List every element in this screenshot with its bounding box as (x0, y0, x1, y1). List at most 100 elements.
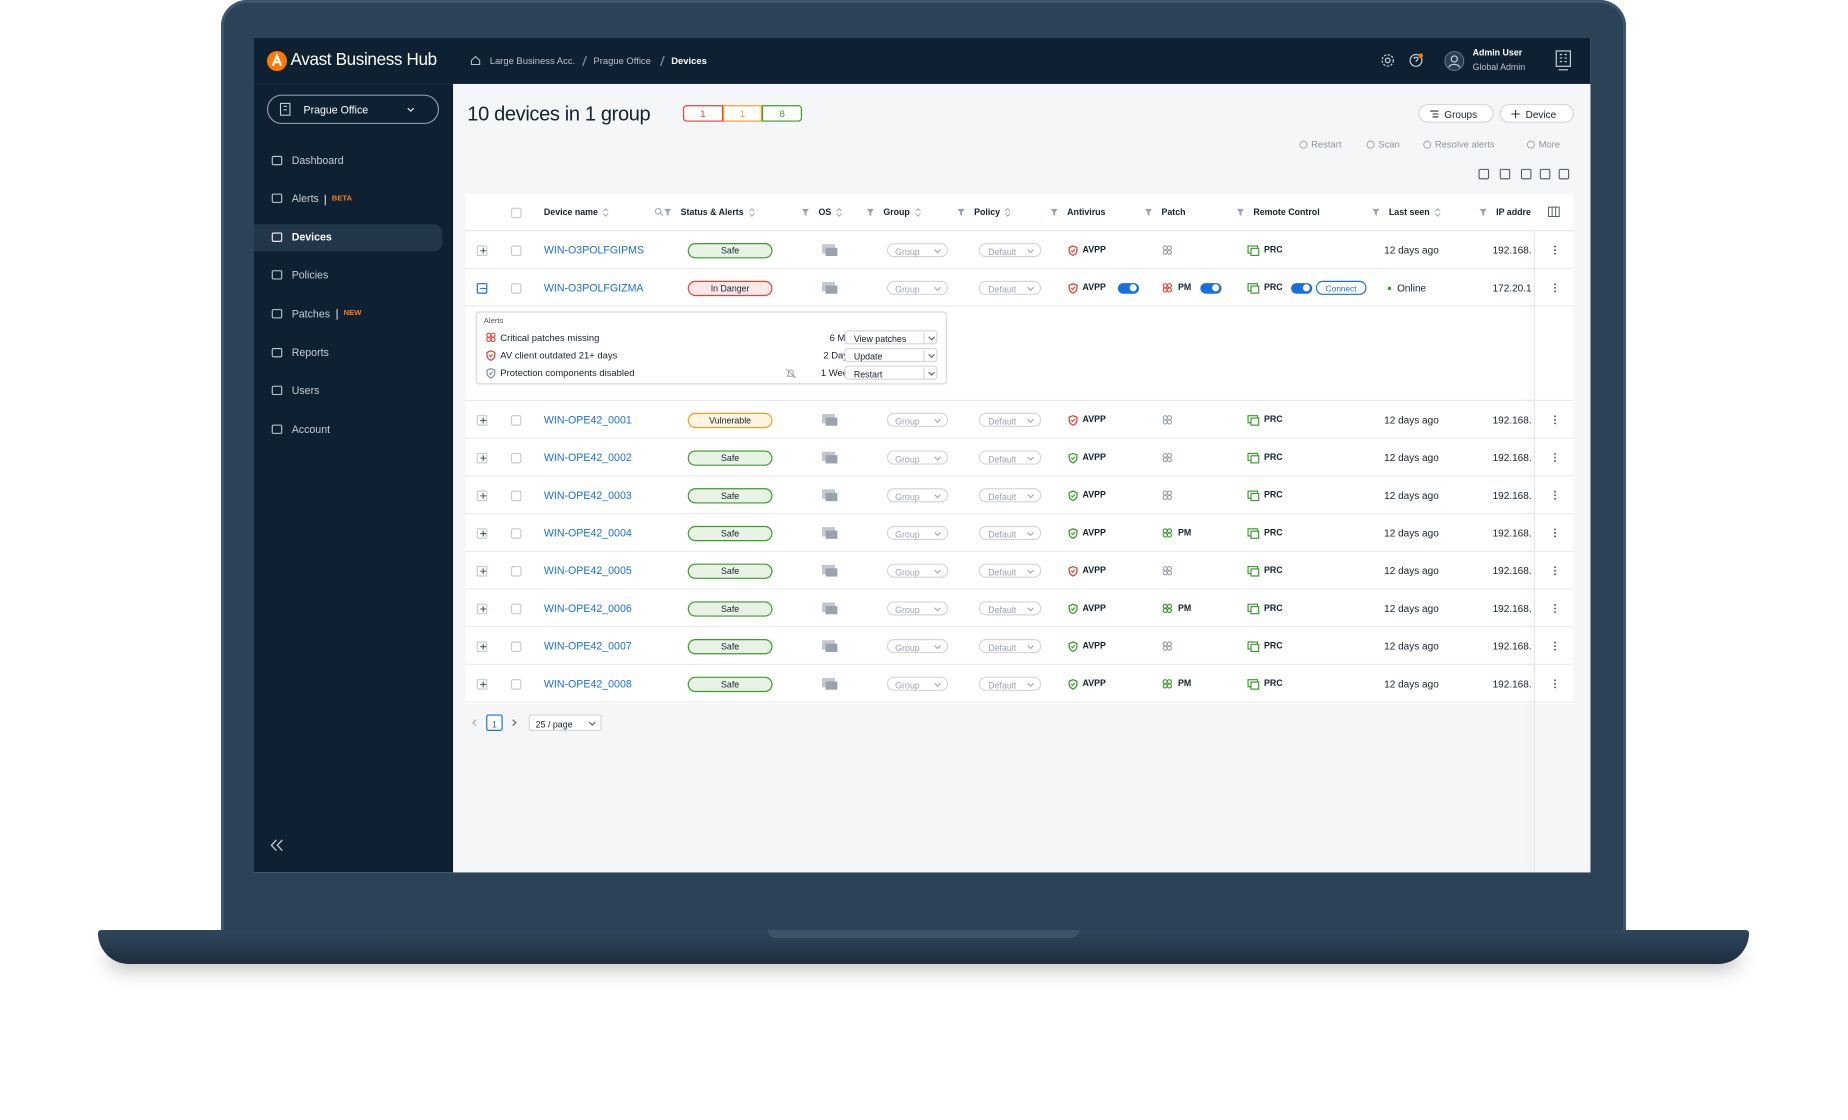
toggle[interactable] (1291, 282, 1313, 294)
policy-select[interactable]: Default (978, 280, 1042, 295)
help-icon[interactable] (1409, 53, 1424, 67)
alert-action[interactable]: Update (844, 347, 938, 363)
select-all-checkbox[interactable] (510, 207, 522, 219)
filter-icon[interactable] (1050, 208, 1058, 216)
row-checkbox[interactable] (510, 244, 522, 256)
policy-select[interactable]: Default (978, 601, 1042, 616)
row-checkbox[interactable] (510, 603, 522, 614)
row-menu[interactable] (1554, 415, 1557, 425)
row-checkbox[interactable] (510, 527, 522, 539)
device-name[interactable]: WIN-O3POLFGIPMS (543, 243, 645, 256)
row-menu[interactable] (1554, 490, 1557, 500)
column-header[interactable]: IP addre (1496, 207, 1531, 217)
connect-button[interactable]: Connect (1315, 280, 1367, 295)
device-name[interactable]: WIN-OPE42_0005 (543, 564, 632, 576)
status-count[interactable]: 1 (682, 105, 723, 122)
expand-toggle[interactable] (476, 678, 488, 690)
action-button[interactable]: Resolve alerts (1434, 139, 1495, 150)
row-menu[interactable] (1554, 641, 1557, 651)
filter-icon[interactable] (1144, 208, 1153, 216)
policy-select[interactable]: Default (978, 676, 1042, 691)
action-button[interactable]: Restart (1311, 139, 1342, 150)
nav-item[interactable]: Alerts (291, 192, 319, 205)
settings-icon[interactable] (1381, 53, 1395, 67)
row-checkbox[interactable] (510, 565, 522, 576)
column-header[interactable]: Remote Control (1253, 206, 1320, 218)
column-header[interactable]: Antivirus (1067, 206, 1106, 218)
group-select[interactable]: Group (886, 525, 949, 541)
column-header[interactable]: Policy (974, 206, 1001, 218)
row-menu[interactable] (1554, 453, 1557, 463)
column-header[interactable]: Group (883, 206, 910, 218)
column-header[interactable]: Last seen (1388, 206, 1430, 218)
row-checkbox[interactable] (510, 678, 522, 690)
nav-item[interactable]: Users (291, 384, 320, 397)
nav-item[interactable]: Patches (291, 307, 331, 320)
breadcrumb[interactable]: Large Business Acc. (489, 55, 576, 67)
column-header[interactable]: OS (818, 206, 832, 218)
row-checkbox[interactable] (510, 414, 522, 426)
group-select[interactable]: Group (886, 280, 949, 295)
policy-select[interactable]: Default (978, 488, 1042, 503)
filter-icon[interactable] (664, 208, 672, 216)
row-menu[interactable] (1554, 283, 1557, 293)
filter-icon[interactable] (1236, 208, 1244, 216)
prev-page[interactable] (472, 719, 477, 727)
group-select[interactable]: Group (886, 676, 949, 691)
device-name[interactable]: WIN-OPE42_0007 (543, 639, 632, 652)
filter-icon[interactable] (866, 208, 874, 216)
policy-select[interactable]: Default (978, 563, 1042, 578)
action-button[interactable]: Scan (1378, 139, 1400, 150)
toolbar-button[interactable]: Device (1499, 103, 1574, 123)
expand-toggle[interactable] (476, 489, 488, 501)
policy-select[interactable]: Default (978, 639, 1042, 654)
page-button[interactable]: 1 (486, 714, 503, 731)
column-settings[interactable] (1548, 206, 1560, 218)
group-select[interactable]: Group (886, 412, 949, 427)
group-select[interactable]: Group (886, 488, 949, 503)
policy-select[interactable]: Default (978, 450, 1042, 465)
expand-toggle[interactable] (476, 603, 488, 614)
policy-select[interactable]: Default (978, 243, 1042, 258)
row-checkbox[interactable] (510, 489, 522, 501)
alert-action[interactable]: Restart (844, 365, 938, 380)
organization-icon[interactable] (1555, 50, 1571, 72)
expand-toggle[interactable] (476, 527, 488, 539)
alert-action[interactable]: View patches (844, 330, 938, 345)
device-name[interactable]: WIN-OPE42_0001 (543, 413, 632, 426)
avatar[interactable] (1444, 51, 1465, 71)
expand-toggle[interactable] (476, 565, 488, 576)
column-header[interactable]: Patch (1161, 206, 1186, 218)
row-menu[interactable] (1554, 528, 1557, 538)
next-page[interactable] (512, 719, 517, 727)
page-size-select[interactable]: 25 / page (528, 714, 602, 731)
toolbar-button[interactable]: Groups (1418, 103, 1494, 123)
row-checkbox[interactable] (510, 282, 522, 294)
nav-item[interactable]: Policies (291, 269, 329, 282)
action-button[interactable]: More (1538, 139, 1561, 150)
nav-item[interactable]: Reports (291, 346, 329, 358)
expand-toggle[interactable] (476, 282, 488, 294)
group-select[interactable]: Group (886, 601, 949, 616)
expand-toggle[interactable] (476, 640, 488, 652)
status-count[interactable]: 8 (762, 105, 803, 122)
view-tool-icon[interactable] (1558, 168, 1570, 180)
breadcrumb[interactable]: Prague Office (593, 55, 651, 67)
column-header[interactable]: Device name (543, 206, 598, 218)
device-name[interactable]: WIN-OPE42_0002 (543, 451, 632, 463)
device-name[interactable]: WIN-OPE42_0004 (543, 526, 632, 539)
nav-item[interactable]: Devices (291, 230, 332, 243)
row-menu[interactable] (1554, 679, 1557, 689)
status-count[interactable]: 1 (722, 105, 763, 122)
device-name[interactable]: WIN-OPE42_0003 (543, 488, 632, 501)
filter-icon[interactable] (957, 208, 965, 216)
row-checkbox[interactable] (510, 452, 522, 463)
device-name[interactable]: WIN-OPE42_0006 (543, 601, 632, 614)
nav-item[interactable]: Account (291, 423, 331, 435)
policy-select[interactable]: Default (978, 525, 1042, 541)
row-checkbox[interactable] (510, 640, 522, 652)
site-selector[interactable]: Prague Office (266, 94, 440, 125)
view-tool-icon[interactable] (1539, 168, 1551, 180)
policy-select[interactable]: Default (978, 412, 1042, 427)
device-name[interactable]: WIN-O3POLFGIZMA (543, 281, 644, 294)
